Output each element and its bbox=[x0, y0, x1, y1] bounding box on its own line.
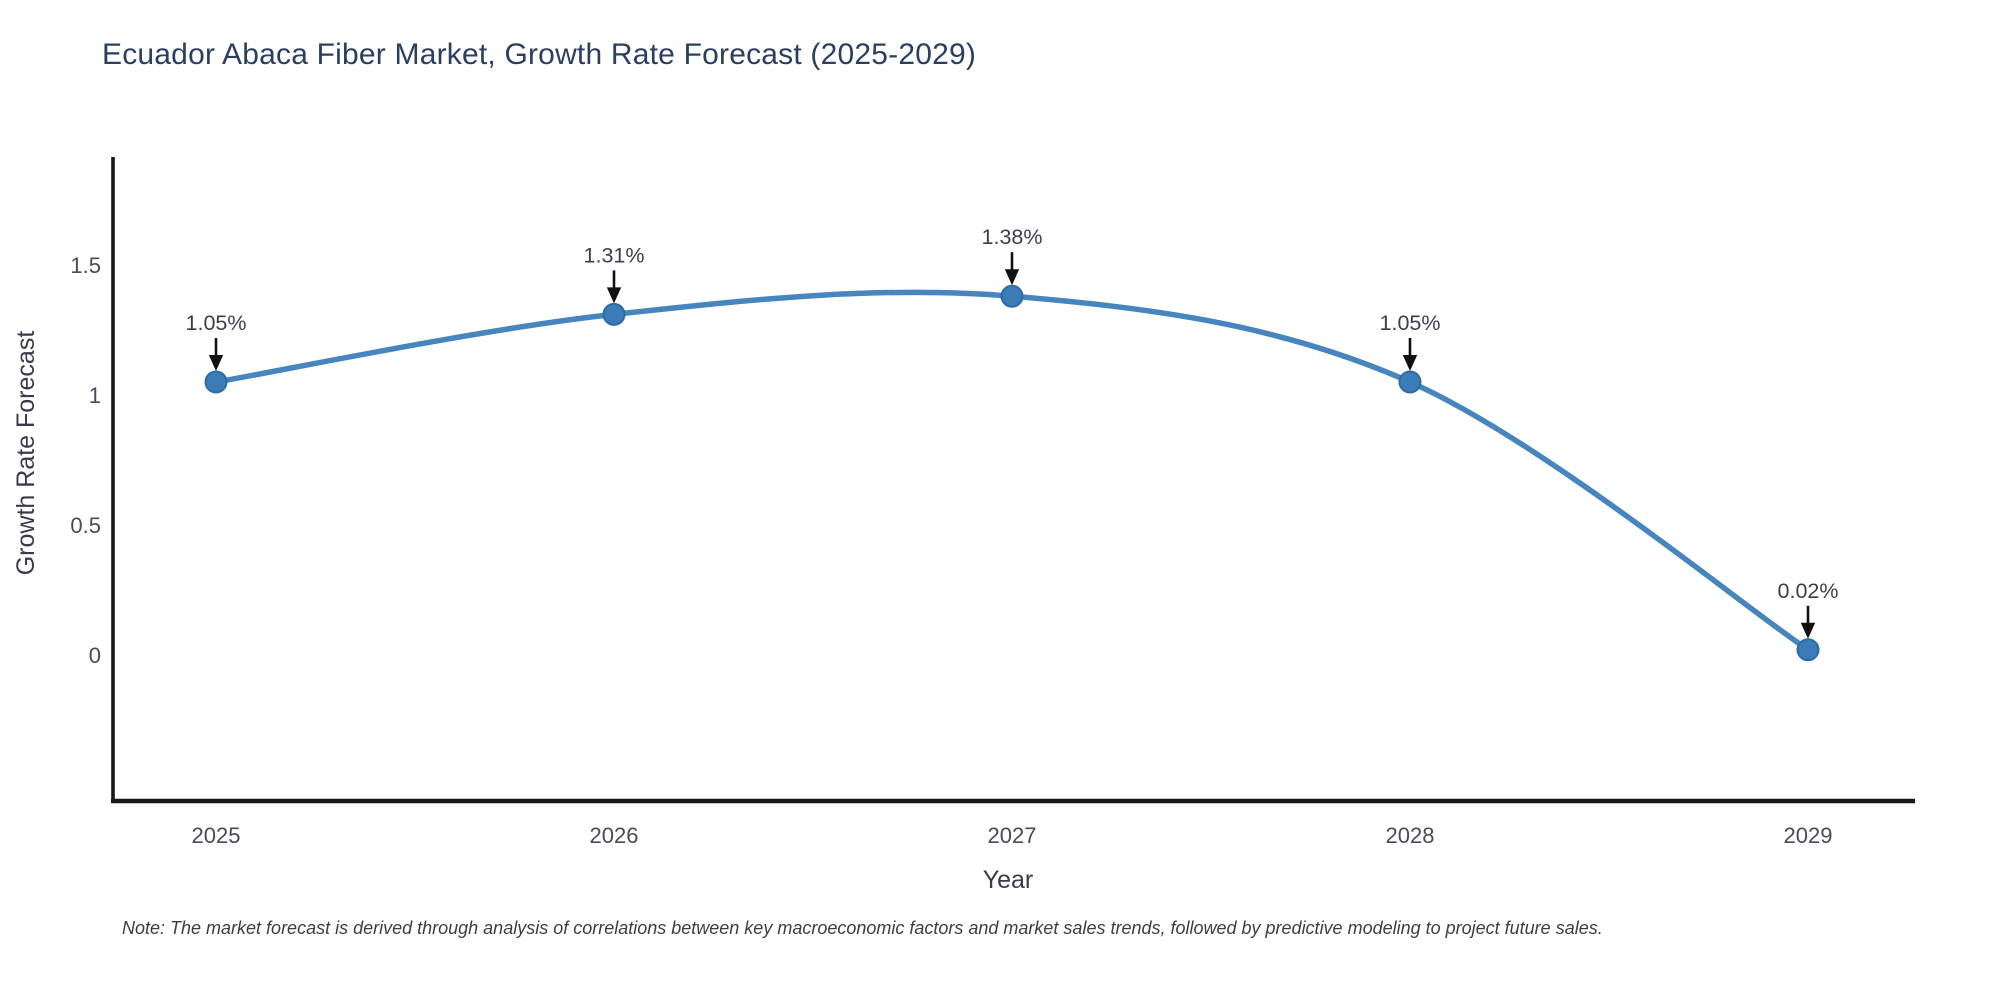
x-tick-label: 2029 bbox=[1784, 823, 1833, 848]
annotation-arrow-head bbox=[208, 355, 224, 371]
annotation-label: 1.38% bbox=[982, 225, 1043, 249]
y-tick-label: 0 bbox=[89, 643, 101, 668]
data-point-2025 bbox=[204, 370, 228, 394]
annotation-label: 1.31% bbox=[584, 243, 645, 267]
x-tick-label: 2027 bbox=[988, 823, 1037, 848]
annotation-label: 1.05% bbox=[186, 311, 247, 335]
x-tick-label: 2028 bbox=[1386, 823, 1435, 848]
y-axis-title: Growth Rate Forecast bbox=[12, 331, 40, 576]
y-tick-label: 1.5 bbox=[70, 253, 101, 278]
data-point-2026 bbox=[602, 302, 626, 326]
annotation-arrow-head bbox=[606, 287, 622, 304]
forecast-line bbox=[213, 289, 1811, 653]
x-tick-label: 2025 bbox=[192, 823, 241, 848]
data-point-2029 bbox=[1796, 638, 1820, 662]
chart-title: Ecuador Abaca Fiber Market, Growth Rate … bbox=[102, 38, 977, 71]
annotation-arrow-head bbox=[1004, 269, 1020, 286]
x-axis-title: Year bbox=[983, 866, 1034, 894]
annotation-arrow-head bbox=[1402, 355, 1418, 371]
annotation-label: 1.05% bbox=[1380, 311, 1441, 335]
annotation-arrow-head bbox=[1800, 622, 1816, 639]
y-tick-label: 0.5 bbox=[70, 513, 101, 538]
data-point-2027 bbox=[1000, 284, 1024, 308]
annotation-label: 0.02% bbox=[1778, 579, 1839, 603]
footnote: Note: The market forecast is derived thr… bbox=[122, 918, 1603, 938]
y-tick-label: 1 bbox=[89, 383, 101, 408]
x-tick-label: 2026 bbox=[590, 823, 639, 848]
data-point-2028 bbox=[1398, 370, 1422, 394]
